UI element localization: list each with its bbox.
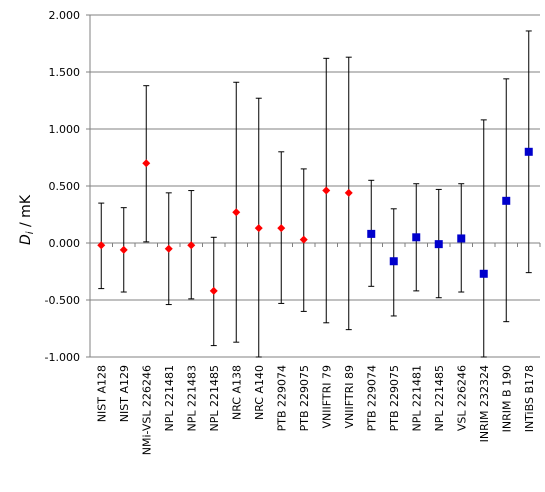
x-category-labels: NIST A128 NIST A129 NMi-VSL 226246 NPL 2214… [95,365,536,455]
data-point-diamond [299,235,308,244]
x-category-label: PTB 229074 [275,365,288,431]
x-category-label: VNIIFTRI 89 [343,365,356,428]
data-point-square [524,147,533,156]
y-tick-label: -0.500 [45,294,80,307]
data-point-diamond [187,241,196,250]
data-point-diamond [344,188,353,197]
data-point-diamond [97,241,106,250]
data-markers [97,147,533,295]
data-point-square [457,234,466,243]
x-category-label: PTB 229075 [298,365,311,431]
x-category-label: NIST A128 [95,365,108,422]
y-tick-label: 0.500 [49,180,81,193]
data-point-diamond [164,244,173,253]
gridlines [90,14,540,358]
data-point-diamond [277,224,286,233]
y-axis-label-sub: i [25,231,36,234]
y-tick-label: 1.500 [49,66,81,79]
x-category-label: NPL 221485 [433,365,446,431]
data-point-square [412,233,421,242]
x-category-label: PTB 229075 [388,365,401,431]
data-point-diamond [322,186,331,195]
x-category-label: NMi-VSL 226246 [140,365,153,455]
y-tick-label: -1.000 [45,351,80,364]
data-point-square [479,269,488,278]
x-category-label: NRC A138 [230,365,243,420]
x-category-label: NPL 221483 [185,365,198,431]
y-tick-label: 1.000 [49,123,81,136]
x-category-label: INRIM B 190 [500,365,513,432]
x-category-label: VSL 226246 [455,365,468,431]
data-point-diamond [254,224,263,233]
y-axis-label: Di / mK [18,194,36,245]
x-category-label: NPL 221481 [410,365,423,431]
data-point-diamond [209,286,218,295]
y-axis-label-rest: / mK [18,194,34,231]
x-category-label: VNIIFTRI 79 [320,365,333,428]
x-category-label: NPL 221481 [163,365,176,431]
y-tick-label: 0.000 [49,237,81,250]
x-category-label: NIST A129 [118,365,131,422]
x-category-label: PTB 229074 [365,365,378,431]
y-tick-label: 2.000 [49,9,81,22]
error-bars [98,30,532,358]
data-point-diamond [119,245,128,254]
y-tick-labels: 2.000 1.500 1.000 0.500 0.000 -0.500 -1.000 [45,9,80,364]
data-point-square [389,257,398,266]
x-category-label: NRC A140 [253,365,266,420]
data-point-square [502,196,511,205]
axes [86,14,541,358]
x-category-label: INRIM 232324 [478,365,491,442]
data-point-square [367,229,376,238]
y-axis-label-main: D [18,234,34,245]
x-category-label: NPL 221485 [208,365,221,431]
data-point-diamond [232,208,241,217]
data-point-square [434,240,443,249]
x-category-label: INTiBS B178 [523,365,536,432]
data-point-diamond [142,159,151,168]
